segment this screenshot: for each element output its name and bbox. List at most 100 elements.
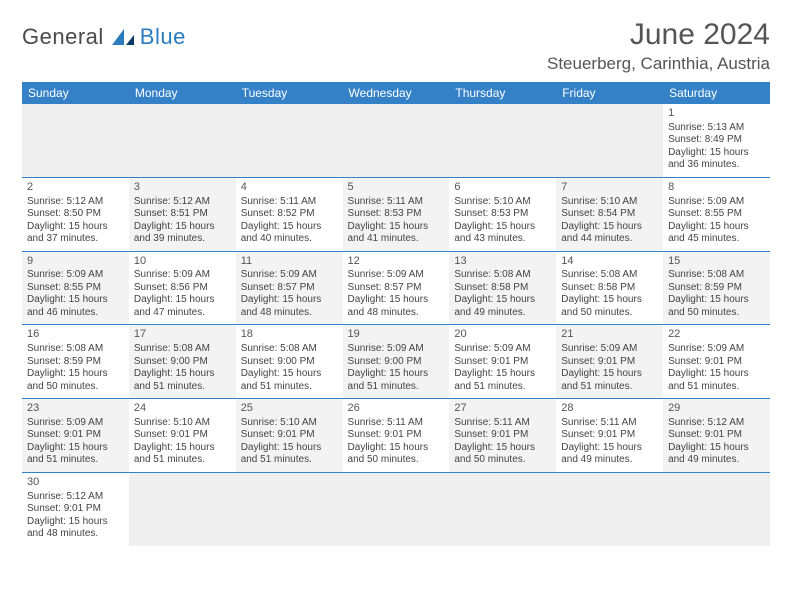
calendar-empty-cell <box>22 104 129 177</box>
day-number: 28 <box>561 402 658 416</box>
sunset-text: Sunset: 9:01 PM <box>134 429 231 442</box>
daylight-text: and 51 minutes. <box>27 454 124 467</box>
calendar-day-cell: 12Sunrise: 5:09 AMSunset: 8:57 PMDayligh… <box>343 251 450 325</box>
calendar-week-row: 16Sunrise: 5:08 AMSunset: 8:59 PMDayligh… <box>22 325 770 399</box>
sunrise-text: Sunrise: 5:12 AM <box>27 196 124 209</box>
calendar-day-cell: 19Sunrise: 5:09 AMSunset: 9:00 PMDayligh… <box>343 325 450 399</box>
sunset-text: Sunset: 9:01 PM <box>27 503 124 516</box>
daylight-text: Daylight: 15 hours <box>134 442 231 455</box>
calendar-empty-cell <box>236 472 343 545</box>
daylight-text: and 51 minutes. <box>348 381 445 394</box>
daylight-text: Daylight: 15 hours <box>241 442 338 455</box>
day-number: 26 <box>348 402 445 416</box>
calendar-week-row: 2Sunrise: 5:12 AMSunset: 8:50 PMDaylight… <box>22 177 770 251</box>
sunrise-text: Sunrise: 5:09 AM <box>668 343 765 356</box>
day-number: 24 <box>134 402 231 416</box>
calendar-day-cell: 29Sunrise: 5:12 AMSunset: 9:01 PMDayligh… <box>663 399 770 473</box>
calendar-day-cell: 15Sunrise: 5:08 AMSunset: 8:59 PMDayligh… <box>663 251 770 325</box>
calendar-day-cell: 21Sunrise: 5:09 AMSunset: 9:01 PMDayligh… <box>556 325 663 399</box>
daylight-text: Daylight: 15 hours <box>668 368 765 381</box>
calendar-day-cell: 18Sunrise: 5:08 AMSunset: 9:00 PMDayligh… <box>236 325 343 399</box>
sunrise-text: Sunrise: 5:10 AM <box>561 196 658 209</box>
calendar-day-cell: 1Sunrise: 5:13 AMSunset: 8:49 PMDaylight… <box>663 104 770 177</box>
daylight-text: Daylight: 15 hours <box>27 368 124 381</box>
sunrise-text: Sunrise: 5:09 AM <box>27 417 124 430</box>
daylight-text: and 51 minutes. <box>134 454 231 467</box>
daylight-text: and 51 minutes. <box>454 381 551 394</box>
daylight-text: Daylight: 15 hours <box>241 368 338 381</box>
daylight-text: Daylight: 15 hours <box>134 368 231 381</box>
sunrise-text: Sunrise: 5:09 AM <box>27 269 124 282</box>
calendar-empty-cell <box>343 104 450 177</box>
day-number: 7 <box>561 181 658 195</box>
weekday-header-row: Sunday Monday Tuesday Wednesday Thursday… <box>22 82 770 104</box>
sunrise-text: Sunrise: 5:09 AM <box>668 196 765 209</box>
sunrise-text: Sunrise: 5:10 AM <box>454 196 551 209</box>
calendar-day-cell: 26Sunrise: 5:11 AMSunset: 9:01 PMDayligh… <box>343 399 450 473</box>
sunset-text: Sunset: 8:59 PM <box>27 356 124 369</box>
daylight-text: and 51 minutes. <box>668 381 765 394</box>
calendar-day-cell: 30Sunrise: 5:12 AMSunset: 9:01 PMDayligh… <box>22 472 129 545</box>
calendar-day-cell: 3Sunrise: 5:12 AMSunset: 8:51 PMDaylight… <box>129 177 236 251</box>
calendar-day-cell: 6Sunrise: 5:10 AMSunset: 8:53 PMDaylight… <box>449 177 556 251</box>
calendar-empty-cell <box>129 104 236 177</box>
weekday-header: Monday <box>129 82 236 104</box>
daylight-text: and 37 minutes. <box>27 233 124 246</box>
weekday-header: Thursday <box>449 82 556 104</box>
calendar-empty-cell <box>449 472 556 545</box>
calendar-empty-cell <box>663 472 770 545</box>
day-number: 17 <box>134 328 231 342</box>
calendar-empty-cell <box>129 472 236 545</box>
sunset-text: Sunset: 9:01 PM <box>241 429 338 442</box>
calendar-empty-cell <box>236 104 343 177</box>
sunrise-text: Sunrise: 5:10 AM <box>241 417 338 430</box>
daylight-text: Daylight: 15 hours <box>454 294 551 307</box>
sunrise-text: Sunrise: 5:11 AM <box>348 196 445 209</box>
daylight-text: Daylight: 15 hours <box>668 294 765 307</box>
daylight-text: Daylight: 15 hours <box>561 221 658 234</box>
daylight-text: and 48 minutes. <box>348 307 445 320</box>
daylight-text: Daylight: 15 hours <box>27 221 124 234</box>
weekday-header: Wednesday <box>343 82 450 104</box>
daylight-text: Daylight: 15 hours <box>27 294 124 307</box>
sunrise-text: Sunrise: 5:09 AM <box>561 343 658 356</box>
daylight-text: and 44 minutes. <box>561 233 658 246</box>
day-number: 16 <box>27 328 124 342</box>
day-number: 20 <box>454 328 551 342</box>
calendar-day-cell: 2Sunrise: 5:12 AMSunset: 8:50 PMDaylight… <box>22 177 129 251</box>
daylight-text: Daylight: 15 hours <box>241 221 338 234</box>
calendar-empty-cell <box>343 472 450 545</box>
daylight-text: Daylight: 15 hours <box>348 294 445 307</box>
sunset-text: Sunset: 9:01 PM <box>668 356 765 369</box>
calendar-table: Sunday Monday Tuesday Wednesday Thursday… <box>22 82 770 546</box>
day-number: 27 <box>454 402 551 416</box>
day-number: 10 <box>134 255 231 269</box>
calendar-day-cell: 8Sunrise: 5:09 AMSunset: 8:55 PMDaylight… <box>663 177 770 251</box>
day-number: 30 <box>27 476 124 490</box>
calendar-week-row: 9Sunrise: 5:09 AMSunset: 8:55 PMDaylight… <box>22 251 770 325</box>
daylight-text: and 45 minutes. <box>668 233 765 246</box>
sunset-text: Sunset: 8:49 PM <box>668 134 765 147</box>
daylight-text: and 50 minutes. <box>454 454 551 467</box>
day-number: 18 <box>241 328 338 342</box>
calendar-day-cell: 22Sunrise: 5:09 AMSunset: 9:01 PMDayligh… <box>663 325 770 399</box>
day-number: 19 <box>348 328 445 342</box>
logo-text-blue: Blue <box>140 24 186 50</box>
daylight-text: and 48 minutes. <box>27 528 124 541</box>
sunset-text: Sunset: 9:00 PM <box>348 356 445 369</box>
sunrise-text: Sunrise: 5:09 AM <box>348 269 445 282</box>
calendar-day-cell: 7Sunrise: 5:10 AMSunset: 8:54 PMDaylight… <box>556 177 663 251</box>
calendar-day-cell: 4Sunrise: 5:11 AMSunset: 8:52 PMDaylight… <box>236 177 343 251</box>
calendar-day-cell: 25Sunrise: 5:10 AMSunset: 9:01 PMDayligh… <box>236 399 343 473</box>
sunset-text: Sunset: 9:01 PM <box>27 429 124 442</box>
calendar-day-cell: 28Sunrise: 5:11 AMSunset: 9:01 PMDayligh… <box>556 399 663 473</box>
daylight-text: and 48 minutes. <box>241 307 338 320</box>
daylight-text: Daylight: 15 hours <box>454 368 551 381</box>
daylight-text: Daylight: 15 hours <box>561 294 658 307</box>
calendar-empty-cell <box>556 472 663 545</box>
daylight-text: and 46 minutes. <box>27 307 124 320</box>
sunrise-text: Sunrise: 5:11 AM <box>348 417 445 430</box>
sunset-text: Sunset: 9:01 PM <box>561 356 658 369</box>
daylight-text: and 50 minutes. <box>348 454 445 467</box>
daylight-text: Daylight: 15 hours <box>668 147 765 160</box>
